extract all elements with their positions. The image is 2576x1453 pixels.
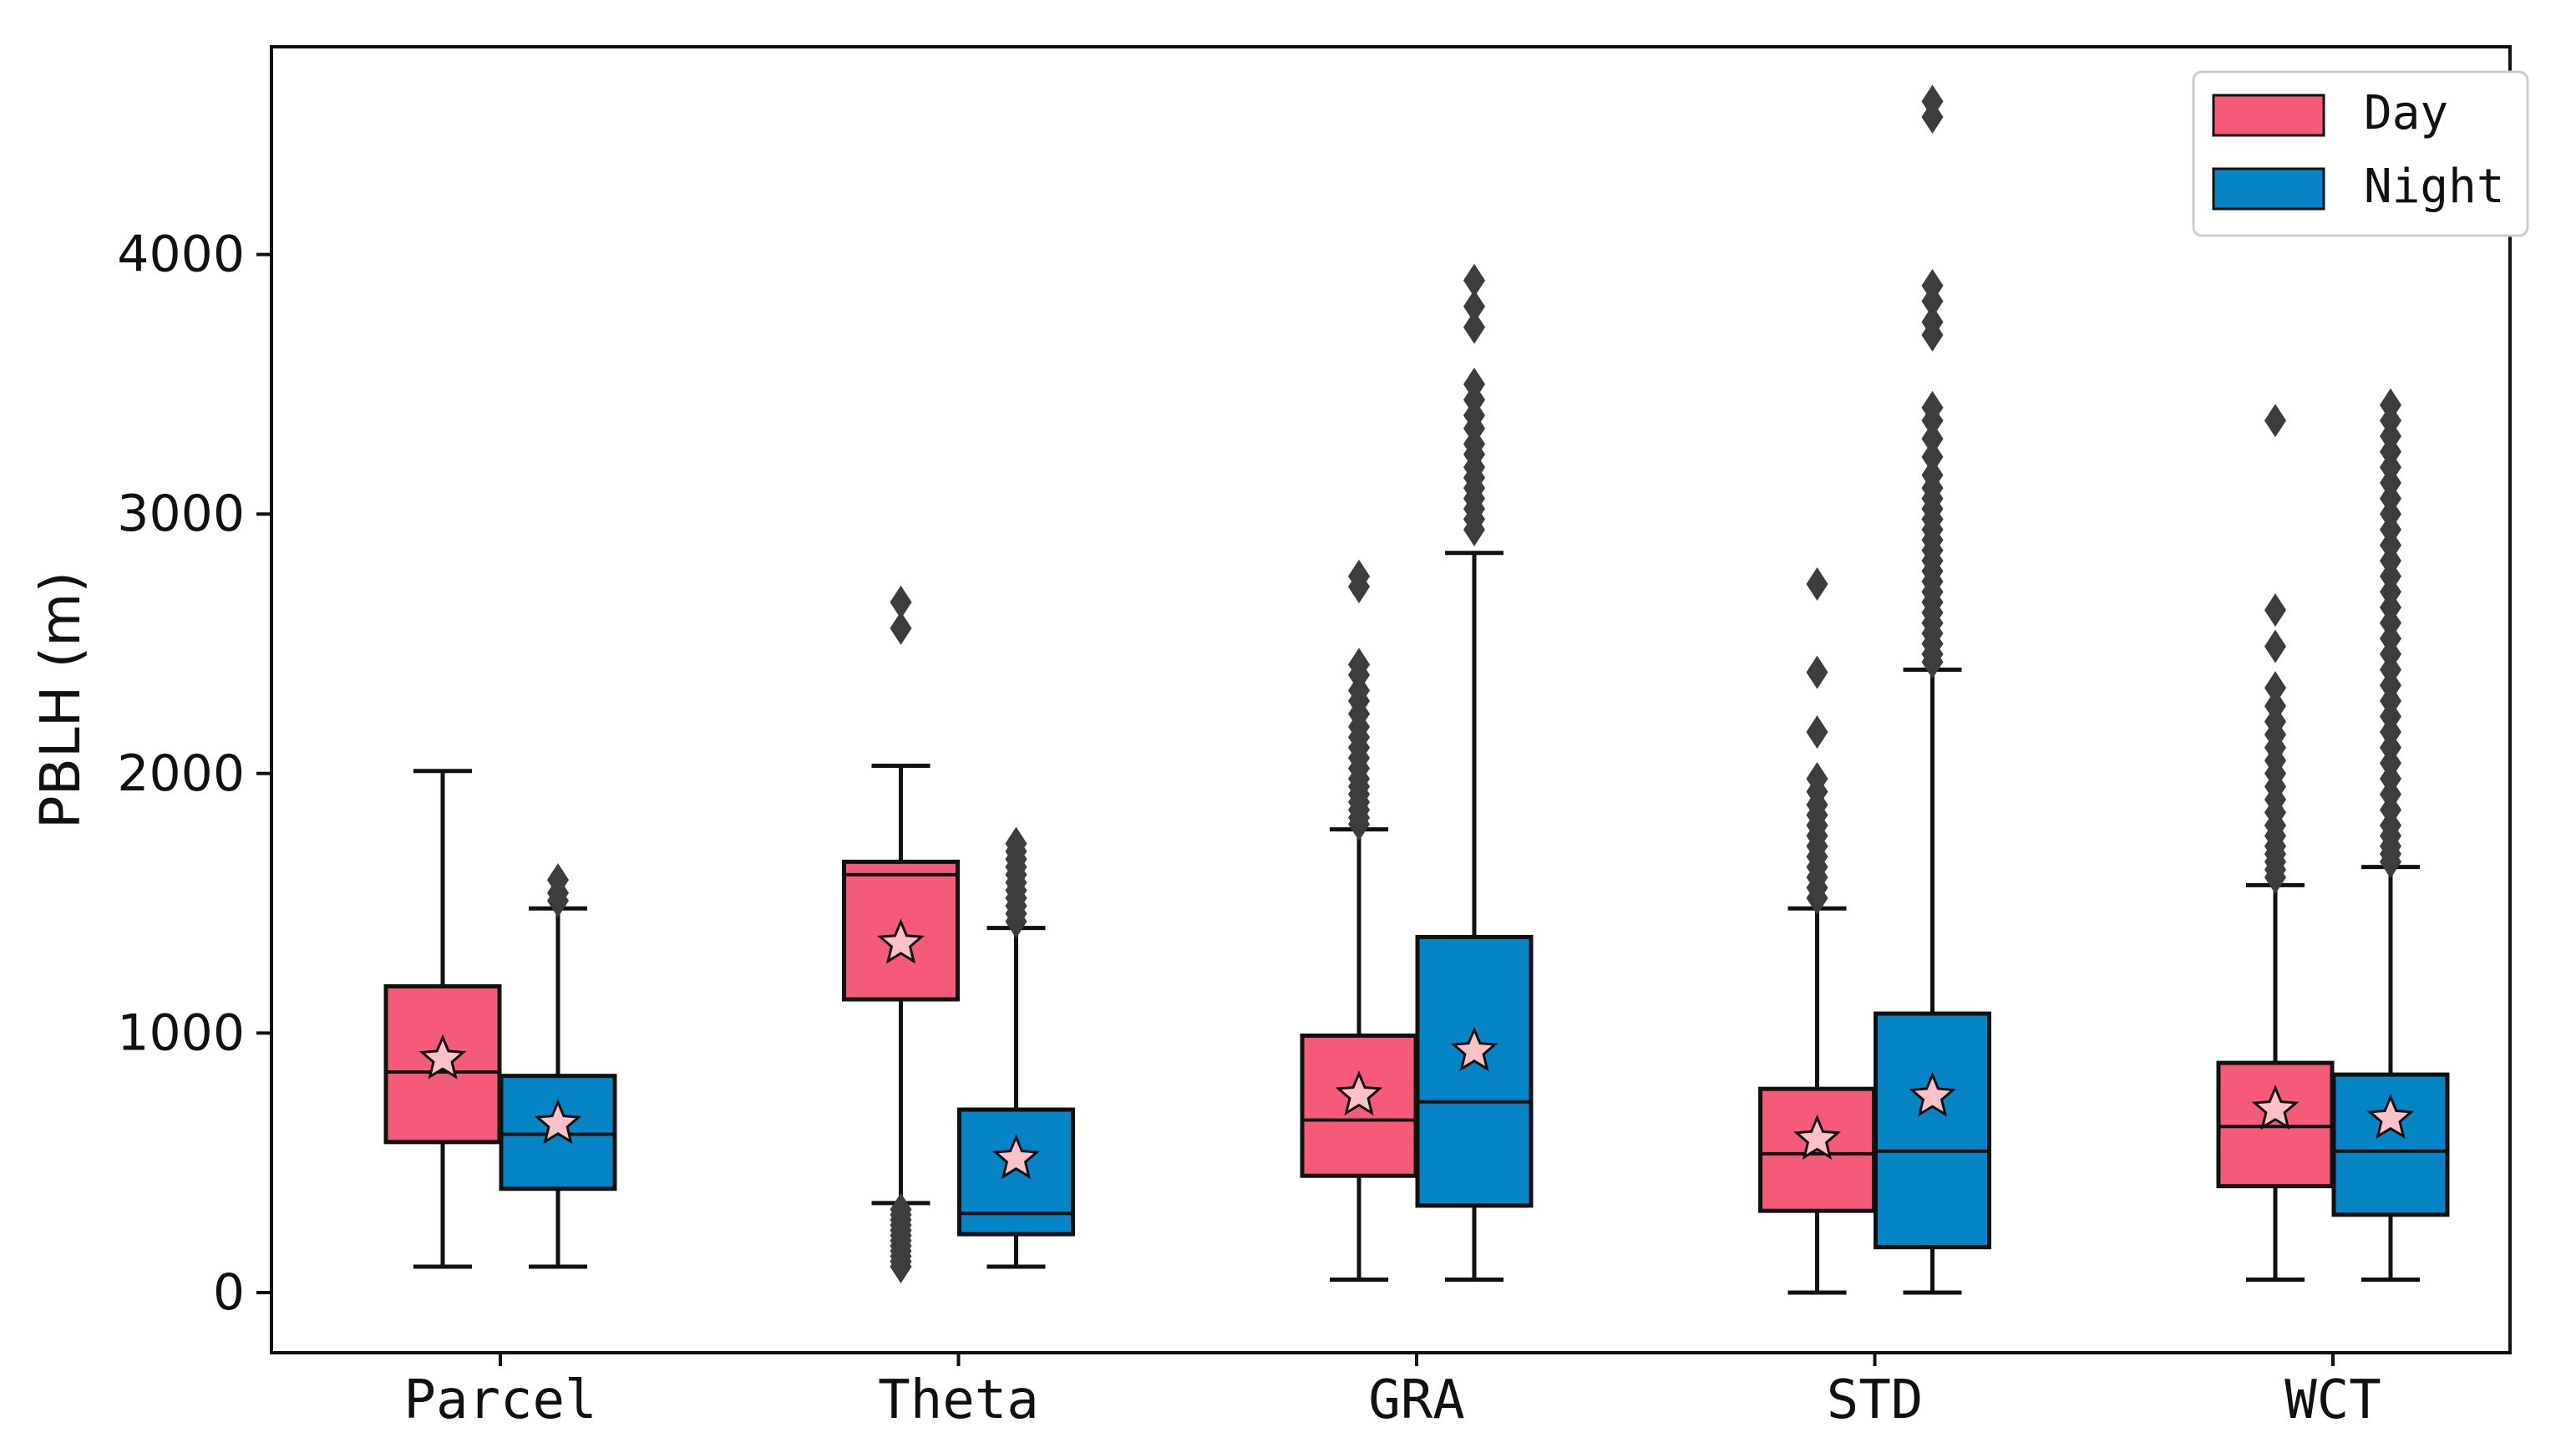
box-iqr	[383, 983, 502, 1145]
outlier-point	[890, 585, 912, 619]
outlier-point	[2264, 861, 2286, 895]
box-day-wct	[2216, 404, 2335, 1282]
box-night-wct	[2331, 388, 2450, 1282]
box-day-parcel	[383, 769, 502, 1269]
outlier-point	[1921, 318, 1944, 352]
outlier-point	[1921, 422, 1944, 456]
box-series	[383, 84, 2450, 1295]
outlier-point	[547, 883, 569, 917]
y-tick-label: 0	[213, 1263, 245, 1322]
x-tick-label: Parcel	[403, 1369, 596, 1431]
y-tick-label: 4000	[117, 226, 245, 284]
box-iqr	[2216, 1060, 2335, 1189]
mean-marker	[992, 1134, 1040, 1180]
outlier-point	[1348, 807, 1370, 841]
outlier-point	[1921, 404, 1944, 438]
mean-marker	[1909, 1071, 1956, 1117]
plot-frame	[270, 45, 2512, 1354]
y-tick-label: 1000	[117, 1003, 245, 1062]
box-iqr	[957, 1107, 1075, 1237]
outlier-point	[1463, 310, 1485, 344]
legend: Day Night	[2192, 70, 2529, 237]
outlier-point	[890, 611, 912, 645]
outlier-point	[1806, 715, 1828, 749]
x-tick-label: GRA	[1368, 1369, 1465, 1431]
mean-marker	[2366, 1094, 2415, 1140]
mean-marker	[534, 1099, 582, 1145]
outlier-point	[2264, 629, 2286, 663]
box-night-parcel	[499, 863, 617, 1269]
mean-marker	[1793, 1114, 1841, 1160]
outlier-point	[2264, 593, 2286, 627]
x-tick-label: WCT	[2284, 1369, 2381, 1431]
outlier-point	[1806, 881, 1828, 915]
box-day-gra	[1300, 559, 1418, 1282]
box-night-std	[1874, 84, 1991, 1295]
outlier-point	[1921, 439, 1944, 474]
legend-swatch-night	[2212, 167, 2325, 211]
outlier-point	[1806, 655, 1828, 689]
outlier-point	[2380, 845, 2401, 879]
y-tick-label: 2000	[117, 744, 245, 803]
outlier-point	[2264, 671, 2286, 705]
mean-marker	[1335, 1069, 1383, 1116]
outlier-point	[2264, 404, 2286, 438]
box-iqr	[1415, 934, 1534, 1208]
x-axis: Parcel Theta GRA STD WCT	[403, 1353, 2381, 1431]
outlier-point	[1921, 99, 1944, 134]
outlier-point	[1806, 567, 1828, 602]
mean-marker	[2251, 1085, 2300, 1130]
box-night-gra	[1415, 263, 1534, 1282]
legend-swatch-day	[2212, 94, 2325, 137]
mean-marker	[418, 1034, 467, 1080]
legend-label-night: Night	[2364, 160, 2505, 214]
box-iqr	[1874, 1011, 1991, 1250]
y-tick-label: 3000	[117, 485, 245, 543]
outlier-point	[1463, 263, 1485, 297]
outlier-point	[1005, 904, 1027, 938]
mean-marker	[1450, 1026, 1498, 1072]
outlier-point	[1463, 512, 1485, 546]
x-tick-label: STD	[1827, 1369, 1924, 1431]
outlier-point	[890, 1249, 912, 1283]
y-axis-title: PBLH (m)	[28, 572, 93, 829]
box-day-theta	[842, 585, 960, 1283]
outlier-point	[1921, 645, 1944, 679]
box-day-std	[1758, 567, 1876, 1295]
x-tick-label: Theta	[878, 1369, 1039, 1431]
y-axis: 0 1000 2000 3000 4000	[117, 226, 271, 1322]
outlier-point	[1463, 289, 1485, 323]
legend-label-day: Day	[2364, 86, 2448, 140]
outlier-point	[1921, 284, 1944, 318]
mean-marker	[877, 918, 925, 964]
box-night-theta	[957, 826, 1075, 1269]
outlier-point	[1348, 570, 1370, 604]
